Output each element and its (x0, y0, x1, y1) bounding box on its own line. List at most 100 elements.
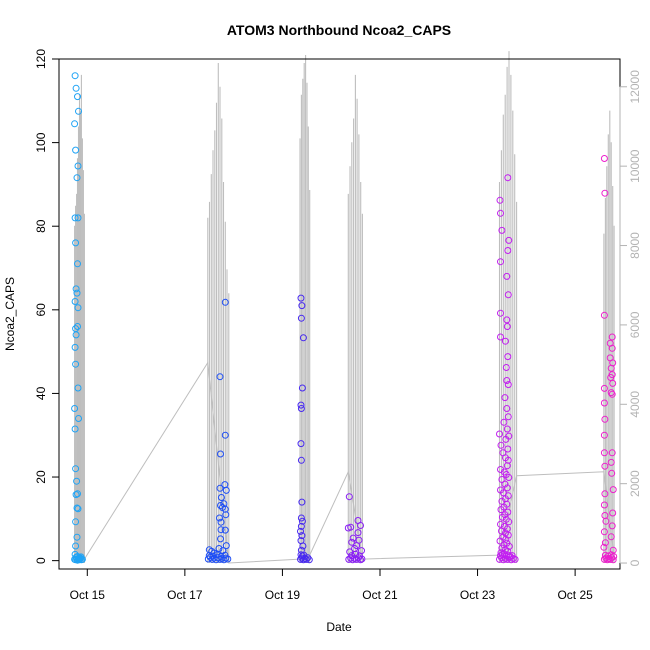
data-point (504, 174, 512, 182)
data-point (503, 462, 511, 470)
data-point (72, 84, 80, 92)
data-point (498, 513, 506, 521)
data-point (71, 298, 79, 305)
axes-layer: Oct 15 Oct 17 Oct 19 Oct 21 Oct 23 Oct 25 0 20 4… (34, 49, 642, 602)
data-point (74, 323, 81, 330)
data-point (503, 377, 511, 384)
data-point (74, 505, 82, 513)
data-point (221, 551, 229, 559)
data-point (498, 544, 506, 552)
data-point (305, 556, 313, 564)
data-point (297, 405, 305, 412)
data-point (601, 490, 609, 498)
secondary-trend-line (83, 361, 615, 564)
data-point (75, 107, 82, 115)
data-point (75, 415, 82, 422)
data-point (497, 520, 504, 528)
data-point (298, 532, 306, 540)
data-point (497, 309, 504, 317)
data-point (496, 196, 504, 204)
data-point (298, 498, 306, 506)
data-point (503, 316, 511, 324)
data-point (216, 373, 224, 381)
data-point (72, 465, 80, 473)
data-point (71, 405, 79, 412)
data-point (608, 344, 616, 352)
data-point (501, 337, 509, 345)
data-point (344, 524, 352, 532)
data-point (300, 551, 308, 559)
data-point (505, 474, 513, 481)
data-point (218, 504, 226, 511)
data-point (72, 331, 80, 339)
data-point (348, 552, 356, 560)
data-point (73, 504, 81, 512)
data-point (610, 553, 618, 560)
y-tick-label: 0 (34, 557, 48, 564)
data-point (73, 477, 81, 485)
data-point (503, 272, 511, 280)
data-point (497, 441, 505, 449)
data-point (600, 501, 608, 509)
data-point (72, 491, 80, 499)
data-point (352, 550, 360, 558)
data-point (501, 480, 509, 488)
data-point (503, 405, 511, 412)
data-point (217, 502, 224, 509)
data-point (600, 384, 608, 392)
data-point (73, 289, 81, 297)
data-point (217, 450, 224, 458)
data-point (345, 493, 353, 501)
data-point (600, 543, 608, 551)
data-point (600, 155, 608, 162)
y-tick-label: 20 (34, 470, 48, 484)
data-point (297, 456, 305, 464)
data-point (600, 449, 608, 457)
data-point (357, 556, 364, 564)
data-point (298, 302, 306, 310)
data-point (497, 333, 504, 341)
data-point (72, 542, 80, 550)
y-tick-label: 80 (34, 219, 48, 233)
data-point (297, 314, 305, 322)
data-point (609, 486, 617, 494)
data-point (72, 285, 80, 293)
chart-title: ATOM3 Northbound Ncoa2_CAPS (227, 22, 451, 38)
x-tick-label: Oct 25 (557, 588, 593, 602)
data-point (74, 384, 82, 392)
data-point (601, 189, 609, 197)
data-point (72, 360, 80, 368)
data-point (601, 539, 609, 547)
y-tick-label: 100 (34, 132, 48, 152)
data-point (609, 379, 617, 387)
data-point (217, 518, 225, 526)
data-point (297, 527, 304, 535)
y2-tick-label: 4000 (628, 391, 642, 418)
data-point (501, 394, 509, 402)
data-point (600, 528, 608, 536)
data-point (601, 462, 609, 470)
data-point (217, 535, 224, 543)
data-point (609, 509, 617, 517)
data-point (505, 236, 513, 244)
data-point (504, 551, 512, 559)
data-point (608, 449, 616, 457)
y2-tick-label: 2000 (628, 470, 642, 497)
data-point (600, 311, 608, 319)
x-axis-label: Date (326, 620, 352, 634)
data-point (504, 353, 512, 361)
data-point (503, 323, 511, 330)
data-point (73, 174, 81, 182)
data-point (504, 445, 512, 453)
data-point (71, 214, 79, 222)
data-point (74, 490, 81, 498)
data-point (504, 381, 512, 389)
data-point (72, 518, 80, 526)
data-point (74, 214, 82, 222)
y2-tick-label: 12000 (628, 70, 642, 104)
data-point (354, 529, 362, 537)
data-point (349, 534, 357, 542)
points-layer (71, 72, 618, 564)
data-point (221, 298, 229, 306)
x-tick-label: Oct 23 (460, 588, 496, 602)
